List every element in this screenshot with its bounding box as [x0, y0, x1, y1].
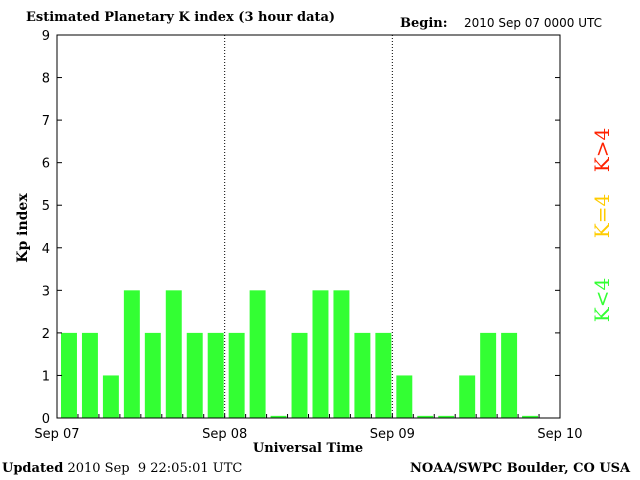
- x-axis-label: Universal Time: [253, 441, 363, 456]
- kp-bar: [333, 290, 350, 418]
- kp-bar: [459, 375, 476, 418]
- updated-timestamp: Updated 2010 Sep 9 22:05:01 UTC: [2, 461, 242, 476]
- kp-bar: [228, 332, 245, 418]
- x-tick-label: Sep 09: [370, 427, 415, 442]
- kp-bar: [522, 415, 539, 418]
- y-tick-label: 1: [42, 369, 50, 384]
- kp-bar: [354, 332, 371, 418]
- kp-bar: [480, 332, 497, 418]
- kp-bar: [165, 290, 182, 418]
- kp-bar: [501, 332, 518, 418]
- kp-bar: [61, 332, 77, 418]
- kp-bar: [186, 332, 203, 418]
- kp-bar: [438, 415, 455, 418]
- y-tick-label: 9: [42, 29, 50, 44]
- y-axis-label: Kp index: [15, 193, 31, 263]
- y-tick-label: 5: [42, 199, 50, 214]
- updated-value: 2010 Sep 9 22:05:01 UTC: [67, 461, 243, 476]
- y-tick-label: 7: [42, 114, 50, 129]
- kp-bar: [270, 415, 287, 418]
- kp-bar: [81, 332, 98, 418]
- axes: 0 1 2 3 4 5 6 7 8 9 Sep 07 Sep 08 Sep 09 Sep 10: [34, 29, 582, 442]
- kp-bar: [207, 332, 224, 418]
- x-tick-label: Sep 07: [34, 427, 79, 442]
- begin-label: Begin:: [400, 16, 448, 31]
- kp-bar: [417, 415, 434, 418]
- y-tick-label: 4: [42, 242, 50, 257]
- kp-bar: [249, 290, 266, 418]
- legend-entry: K>4: [590, 128, 614, 172]
- legend-entry: K=4: [590, 194, 614, 238]
- source-credit: NOAA/SWPC Boulder, CO USA: [410, 461, 631, 476]
- updated-label: Updated: [2, 461, 64, 476]
- legend: K<4 K=4 K>4: [590, 128, 614, 322]
- kp-bar: [375, 332, 392, 418]
- begin-value: 2010 Sep 07 0000 UTC: [464, 16, 603, 30]
- kp-bar: [396, 375, 413, 418]
- kp-bar: [144, 332, 161, 418]
- kp-bar: [123, 290, 140, 418]
- y-tick-label: 0: [42, 412, 50, 427]
- x-tick-label: Sep 10: [537, 427, 582, 442]
- chart-title: Estimated Planetary K index (3 hour data…: [26, 10, 336, 25]
- kp-bar: [312, 290, 329, 418]
- y-tick-label: 6: [42, 157, 50, 172]
- y-tick-label: 3: [42, 284, 50, 299]
- y-tick-label: 2: [42, 327, 50, 342]
- plot-area: [61, 35, 539, 418]
- legend-entry: K<4: [590, 278, 614, 322]
- y-tick-label: 8: [42, 72, 50, 87]
- kp-bar: [102, 375, 119, 418]
- x-tick-label: Sep 08: [202, 427, 247, 442]
- kp-bar: [291, 332, 308, 418]
